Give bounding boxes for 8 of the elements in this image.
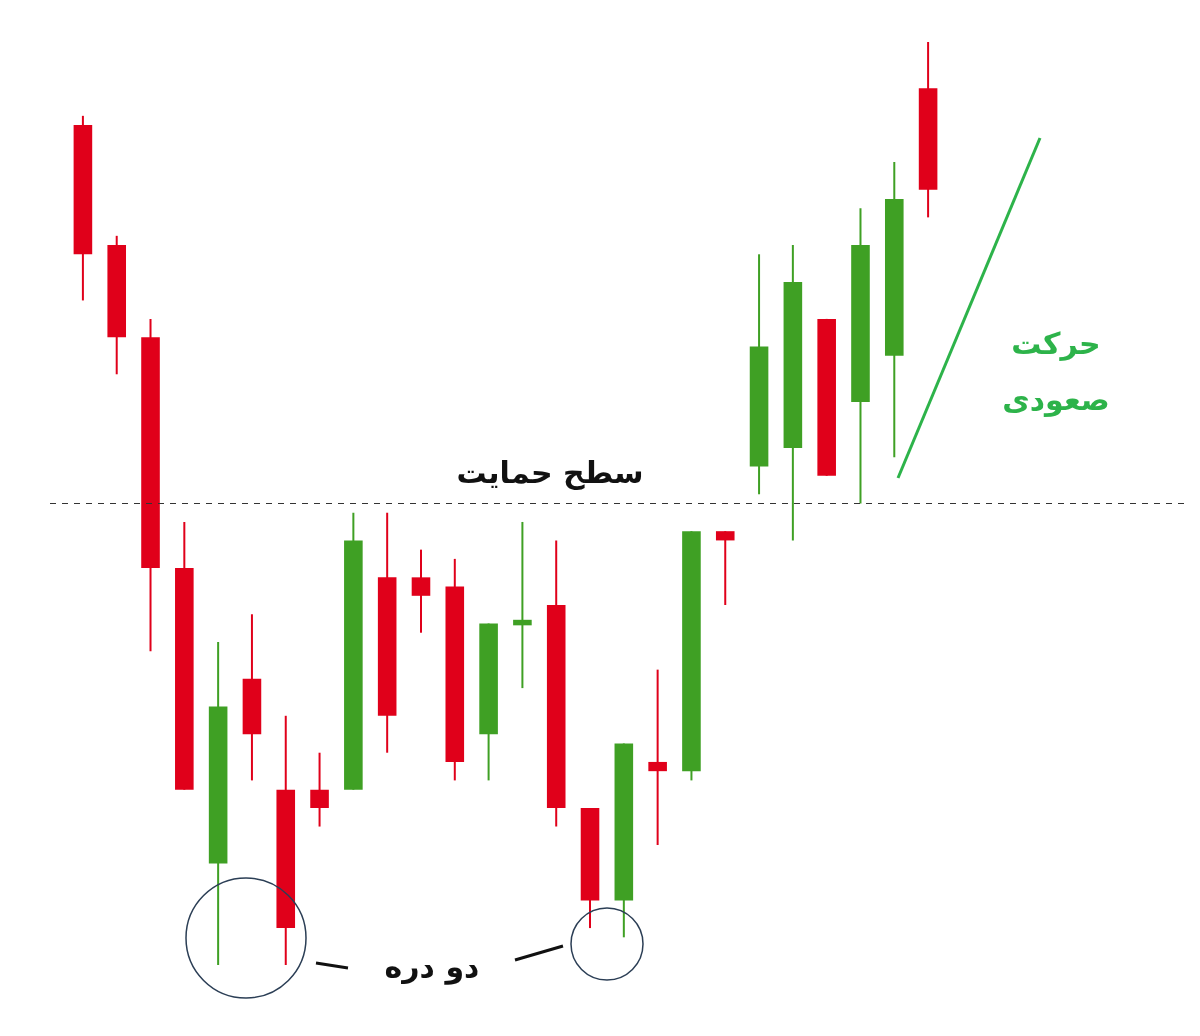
candlestick	[513, 520, 532, 690]
candlestick	[411, 548, 431, 634]
candlestick	[715, 530, 735, 607]
annotation: دو دره	[384, 949, 480, 985]
ref-line-label: سطح حمایت	[456, 454, 644, 490]
candlestick	[310, 751, 329, 828]
candlestick	[648, 668, 667, 847]
text: حرکت صعودی	[1002, 326, 1110, 417]
